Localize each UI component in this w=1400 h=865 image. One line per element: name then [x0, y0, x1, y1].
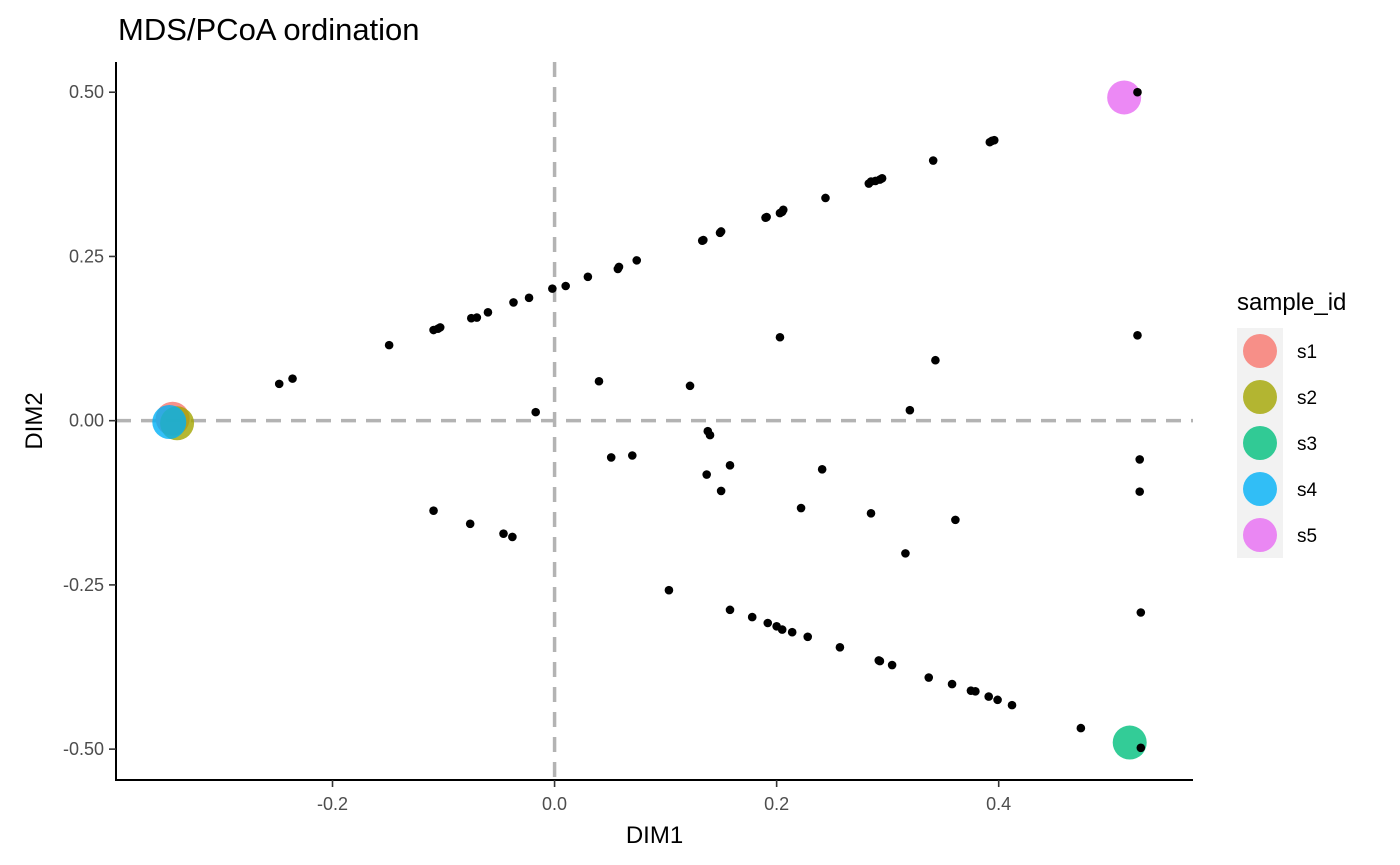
feature-point: [499, 529, 508, 538]
legend-swatch-s5: [1243, 518, 1277, 552]
x-tick-label: 0.2: [764, 794, 789, 814]
feature-point: [778, 205, 788, 215]
feature-point: [716, 227, 726, 236]
feature-point: [775, 332, 785, 342]
feature-point: [716, 486, 726, 496]
feature-point: [1007, 700, 1017, 710]
feature-point: [664, 585, 674, 595]
sample-point-s5: [1107, 80, 1142, 115]
feature-point: [817, 464, 827, 474]
feature-point: [947, 679, 957, 689]
y-tick-label: 0.00: [69, 411, 104, 431]
feature-point: [796, 503, 806, 513]
feature-point: [905, 405, 915, 415]
feature-point: [1136, 743, 1146, 753]
feature-point: [821, 193, 830, 203]
legend-swatch-s3: [1243, 426, 1277, 460]
feature-point: [763, 618, 773, 628]
feature-point: [901, 549, 910, 558]
legend-label-s4: s4: [1297, 480, 1318, 501]
feature-point: [685, 381, 695, 391]
feature-point: [483, 307, 493, 317]
feature-point: [928, 156, 938, 165]
feature-point: [702, 470, 711, 479]
chart-title: MDS/PCoA ordination: [118, 12, 420, 47]
feature-point: [984, 692, 994, 701]
feature-point: [614, 262, 624, 272]
feature-point: [465, 519, 475, 529]
feature-point: [803, 632, 813, 642]
feature-point: [924, 673, 934, 682]
feature-point: [508, 532, 517, 542]
feature-point: [509, 298, 518, 307]
feature-point: [435, 323, 445, 332]
feature-point: [875, 656, 885, 666]
feature-point: [1133, 330, 1142, 340]
feature-point: [531, 407, 540, 417]
feature-point: [747, 612, 757, 622]
sample-point-s3: [1112, 725, 1147, 760]
feature-point: [931, 355, 940, 365]
y-tick-label: -0.50: [63, 739, 104, 759]
feature-points: [274, 87, 1146, 753]
feature-point: [1136, 608, 1146, 617]
feature-point: [274, 379, 284, 389]
legend: sample_id s1 s2 s3 s4 s5: [1237, 289, 1346, 558]
feature-point: [725, 461, 735, 470]
feature-point: [583, 272, 593, 282]
x-tick-label: -0.2: [317, 794, 348, 814]
feature-point: [877, 173, 887, 183]
feature-point: [971, 687, 980, 696]
feature-point: [561, 281, 570, 291]
feature-point: [1135, 487, 1145, 496]
sample-points: [152, 80, 1147, 760]
legend-swatch-s1: [1243, 334, 1277, 368]
feature-point: [777, 625, 787, 634]
feature-point: [606, 453, 616, 462]
y-axis-title: DIM2: [21, 392, 48, 449]
legend-label-s3: s3: [1297, 434, 1317, 455]
feature-point: [627, 451, 637, 460]
feature-point: [594, 376, 604, 386]
legend-label-s2: s2: [1297, 388, 1317, 409]
feature-point: [1133, 87, 1142, 97]
legend-title: sample_id: [1237, 289, 1346, 316]
feature-point: [699, 235, 708, 245]
legend-swatch-s2: [1243, 380, 1277, 414]
x-axis-title: DIM1: [626, 822, 683, 849]
feature-point: [887, 660, 897, 670]
y-tick-label: 0.25: [69, 246, 104, 266]
feature-point: [1135, 455, 1145, 464]
feature-point: [548, 284, 557, 293]
axes: -0.2 0.0 0.2 0.4 -0.50 -0.25 0.00 0.25 0.50: [63, 62, 1193, 814]
feature-point: [1076, 723, 1086, 733]
feature-point: [429, 506, 438, 515]
x-tick-label: 0.0: [542, 794, 567, 814]
feature-point: [705, 430, 715, 440]
feature-point: [993, 695, 1002, 705]
feature-point: [835, 643, 845, 652]
feature-point: [725, 605, 735, 615]
feature-point: [472, 313, 482, 322]
feature-point: [632, 256, 642, 265]
y-tick-label: -0.25: [63, 575, 104, 595]
sample-point-s4: [152, 404, 187, 439]
reference-lines: [116, 62, 1193, 780]
feature-point: [384, 340, 394, 350]
legend-swatch-s4: [1243, 472, 1277, 506]
feature-point: [951, 515, 960, 525]
feature-point: [288, 374, 297, 383]
feature-point: [524, 293, 534, 303]
legend-label-s5: s5: [1297, 526, 1317, 547]
legend-label-s1: s1: [1297, 342, 1317, 363]
feature-point: [866, 508, 876, 518]
feature-point: [989, 135, 999, 145]
x-tick-label: 0.4: [986, 794, 1011, 814]
feature-point: [762, 212, 771, 222]
y-tick-label: 0.50: [69, 82, 104, 102]
feature-point: [787, 627, 797, 637]
